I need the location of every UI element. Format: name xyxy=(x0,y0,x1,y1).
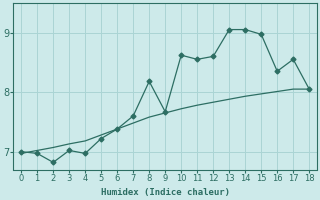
X-axis label: Humidex (Indice chaleur): Humidex (Indice chaleur) xyxy=(101,188,230,197)
